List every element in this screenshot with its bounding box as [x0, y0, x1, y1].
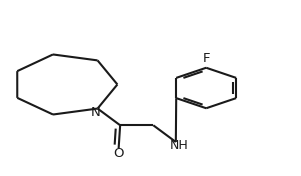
Text: F: F	[203, 52, 210, 65]
Text: O: O	[113, 147, 124, 160]
Text: N: N	[91, 106, 101, 119]
Text: NH: NH	[170, 139, 189, 152]
